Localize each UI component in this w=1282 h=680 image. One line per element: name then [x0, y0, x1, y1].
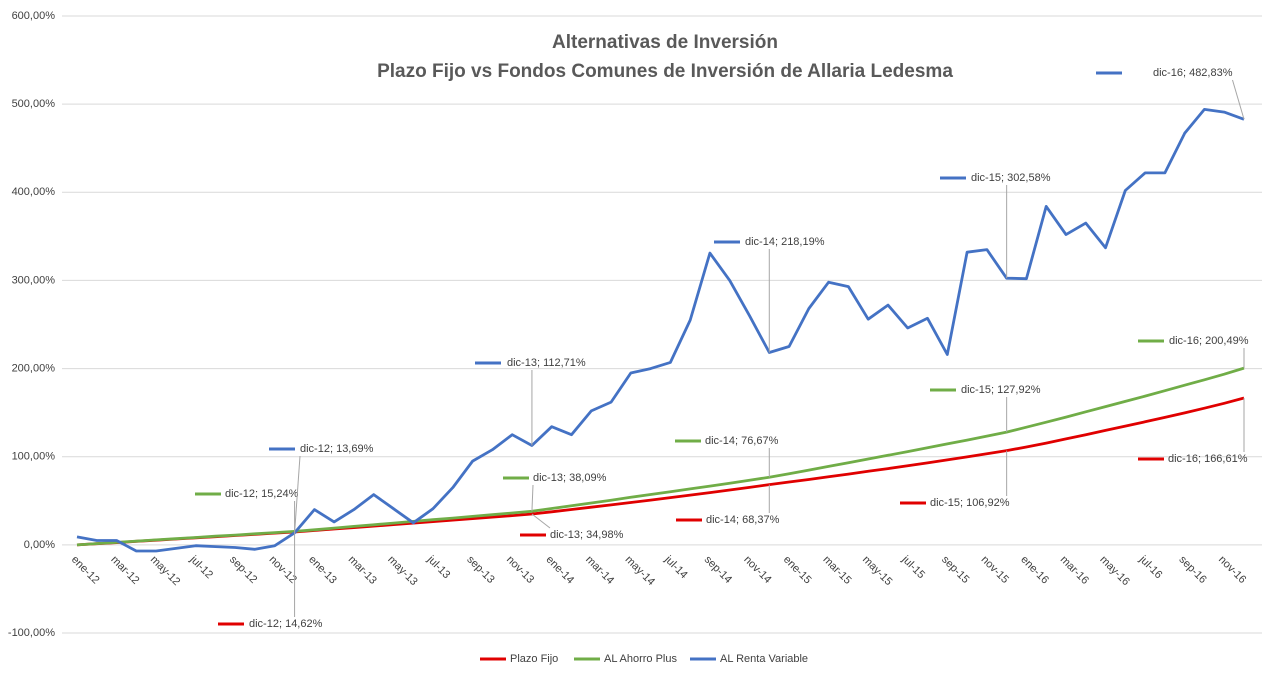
- chart-title: Alternativas de Inversión: [552, 32, 778, 53]
- y-tick-label: 200,00%: [12, 362, 56, 374]
- series-line: [76, 366, 1245, 547]
- y-tick-label: -100,00%: [8, 627, 55, 639]
- leader-line: [294, 455, 301, 533]
- data-label: dic-16; 200,49%: [1169, 335, 1249, 347]
- data-label: dic-15; 127,92%: [961, 384, 1041, 396]
- data-label: dic-14; 68,37%: [706, 514, 780, 526]
- y-tick-label: 600,00%: [12, 10, 56, 22]
- data-label: dic-14; 218,19%: [745, 236, 825, 248]
- data-label: dic-15; 302,58%: [971, 172, 1051, 184]
- legend-label: AL Renta Variable: [720, 653, 808, 665]
- data-label: dic-12; 14,62%: [249, 618, 323, 630]
- legend-label: Plazo Fijo: [510, 653, 558, 665]
- y-tick-label: 300,00%: [12, 274, 56, 286]
- y-tick-label: 400,00%: [12, 186, 56, 198]
- data-label: dic-16; 482,83%: [1153, 67, 1233, 79]
- data-label: dic-16; 166,61%: [1168, 453, 1248, 465]
- leader-line: [531, 484, 534, 512]
- series-line: [76, 108, 1245, 553]
- data-label: dic-13; 34,98%: [550, 529, 624, 541]
- data-label: dic-12; 15,24%: [225, 488, 299, 500]
- y-tick-label: 0,00%: [24, 539, 55, 551]
- legend-label: AL Ahorro Plus: [604, 653, 677, 665]
- data-label: dic-14; 76,67%: [705, 435, 779, 447]
- data-label: dic-15; 106,92%: [930, 497, 1010, 509]
- y-tick-label: 100,00%: [12, 451, 56, 463]
- leader-line: [531, 513, 551, 529]
- data-label: dic-12; 13,69%: [300, 443, 374, 455]
- data-label: dic-13; 112,71%: [507, 357, 586, 369]
- leader-line: [1232, 79, 1245, 120]
- chart-subtitle: Plazo Fijo vs Fondos Comunes de Inversió…: [377, 61, 953, 82]
- y-tick-label: 500,00%: [12, 98, 56, 110]
- data-label: dic-13; 38,09%: [533, 472, 607, 484]
